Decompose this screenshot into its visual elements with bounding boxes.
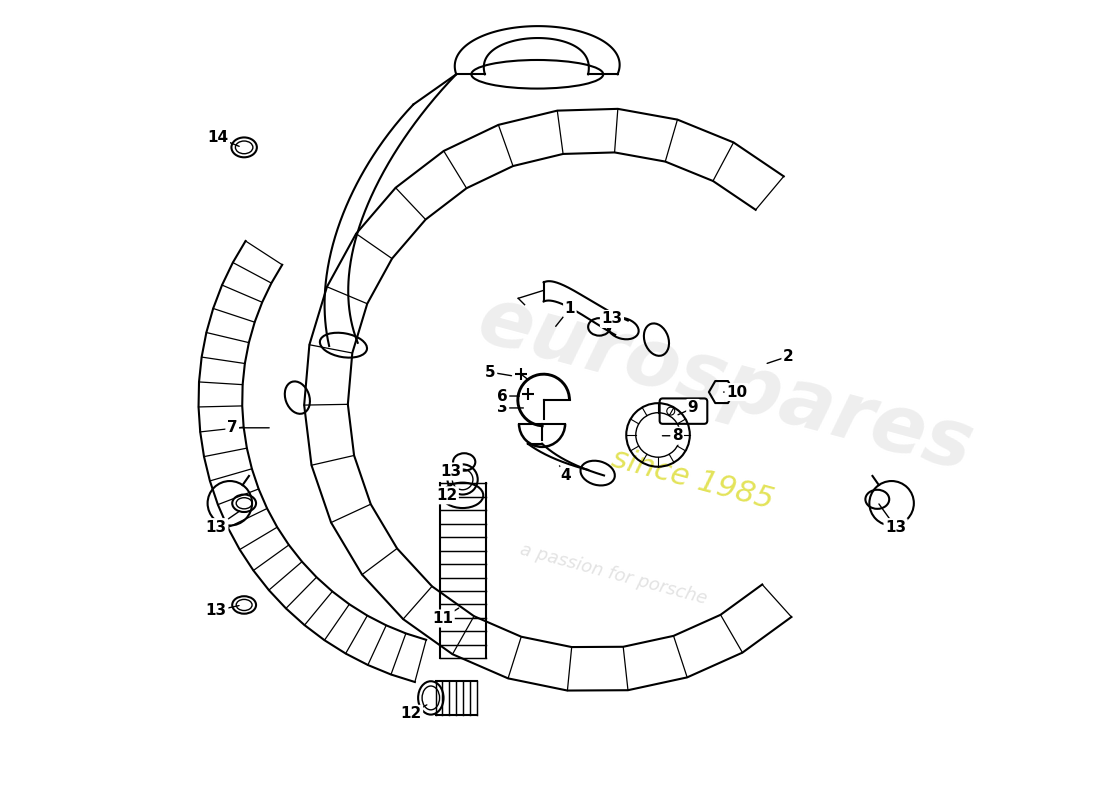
Text: 10: 10	[726, 385, 747, 399]
Text: 9: 9	[688, 401, 698, 415]
Text: 3: 3	[497, 401, 507, 415]
Text: eurospares: eurospares	[469, 281, 981, 488]
Text: 8: 8	[672, 428, 682, 443]
Text: 13: 13	[886, 520, 906, 534]
Text: 7: 7	[227, 420, 238, 435]
Text: 5: 5	[485, 365, 496, 380]
Text: 13: 13	[440, 464, 461, 479]
Text: 1: 1	[564, 301, 575, 316]
Text: 13: 13	[206, 520, 227, 534]
Text: 2: 2	[783, 349, 794, 364]
Text: a passion for porsche: a passion for porsche	[518, 541, 710, 609]
Text: 12: 12	[436, 488, 458, 503]
Text: 13: 13	[206, 603, 227, 618]
Text: 4: 4	[561, 468, 571, 483]
Text: 12: 12	[400, 706, 421, 722]
Text: 14: 14	[208, 130, 229, 146]
Text: 11: 11	[432, 611, 453, 626]
Text: 6: 6	[497, 389, 508, 403]
Text: since 1985: since 1985	[608, 444, 778, 515]
Text: 13: 13	[602, 311, 623, 326]
